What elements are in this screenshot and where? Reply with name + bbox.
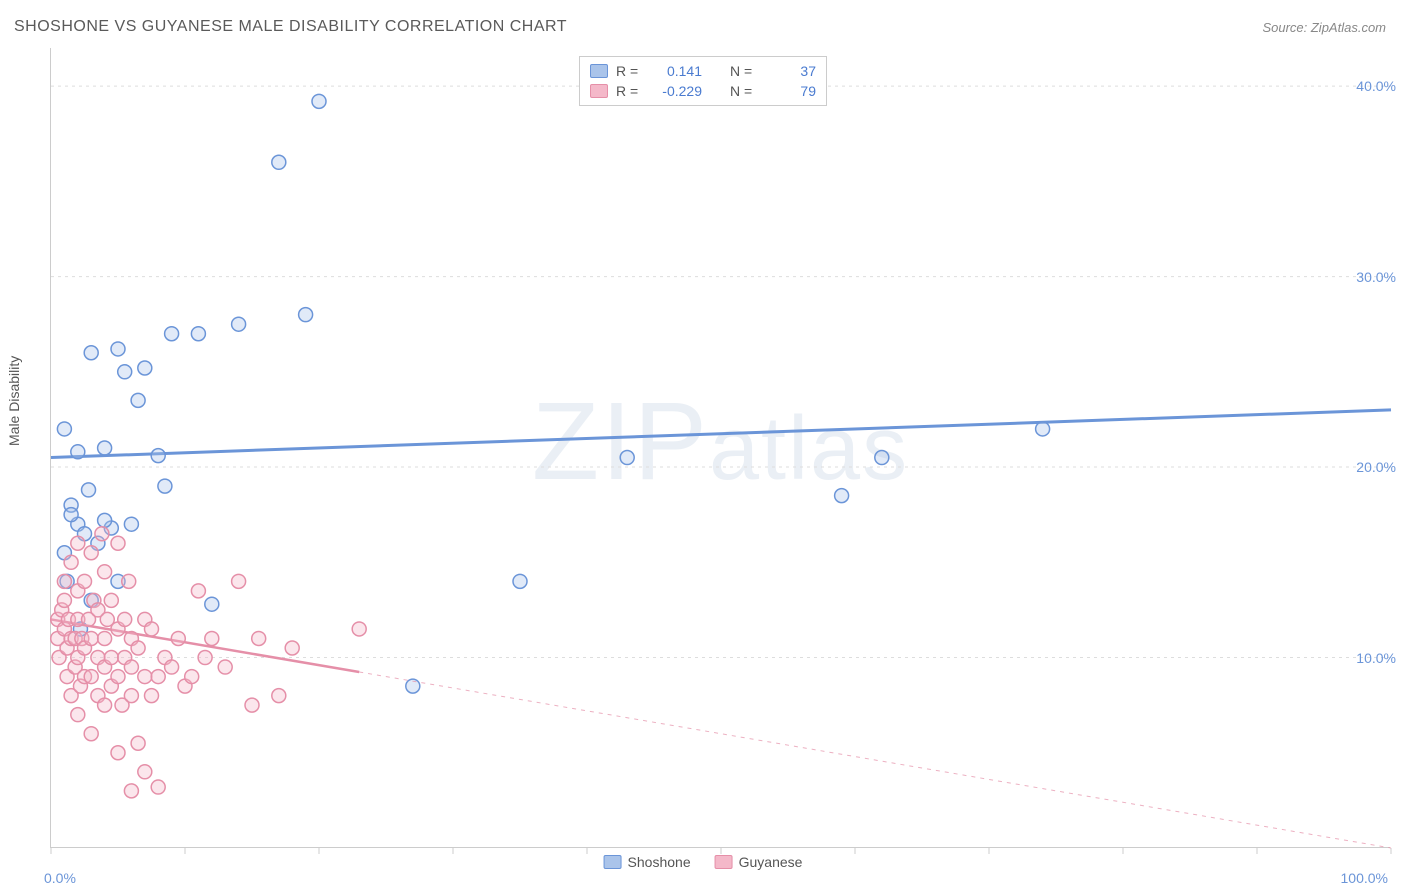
chart-container: SHOSHONE VS GUYANESE MALE DISABILITY COR…	[0, 0, 1406, 892]
plot-svg	[51, 48, 1390, 847]
n-value: 37	[766, 63, 816, 79]
y-tick-label: 30.0%	[1356, 269, 1396, 285]
series-swatch-icon	[590, 64, 608, 78]
r-value: 0.141	[652, 63, 702, 79]
legend-row: R = -0.229 N = 79	[590, 81, 816, 101]
x-max-label: 100.0%	[1341, 870, 1388, 886]
n-value: 79	[766, 83, 816, 99]
y-tick-label: 20.0%	[1356, 459, 1396, 475]
source-attribution: Source: ZipAtlas.com	[1262, 20, 1386, 35]
legend-row: R = 0.141 N = 37	[590, 61, 816, 81]
series-swatch-icon	[590, 84, 608, 98]
series-swatch-icon	[715, 855, 733, 869]
r-label: R =	[616, 83, 644, 99]
series-name: Shoshone	[628, 854, 691, 870]
legend-item: Shoshone	[604, 854, 691, 870]
chart-title: SHOSHONE VS GUYANESE MALE DISABILITY COR…	[14, 18, 567, 36]
n-label: N =	[730, 63, 758, 79]
r-value: -0.229	[652, 83, 702, 99]
legend-item: Guyanese	[715, 854, 803, 870]
series-swatch-icon	[604, 855, 622, 869]
y-axis-title: Male Disability	[6, 356, 22, 446]
y-tick-label: 40.0%	[1356, 78, 1396, 94]
series-name: Guyanese	[739, 854, 803, 870]
legend-correlation: R = 0.141 N = 37 R = -0.229 N = 79	[579, 56, 827, 106]
y-tick-label: 10.0%	[1356, 650, 1396, 666]
legend-series: Shoshone Guyanese	[604, 854, 803, 870]
r-label: R =	[616, 63, 644, 79]
x-min-label: 0.0%	[44, 870, 76, 886]
plot-area: ZIPatlas	[50, 48, 1390, 848]
n-label: N =	[730, 83, 758, 99]
